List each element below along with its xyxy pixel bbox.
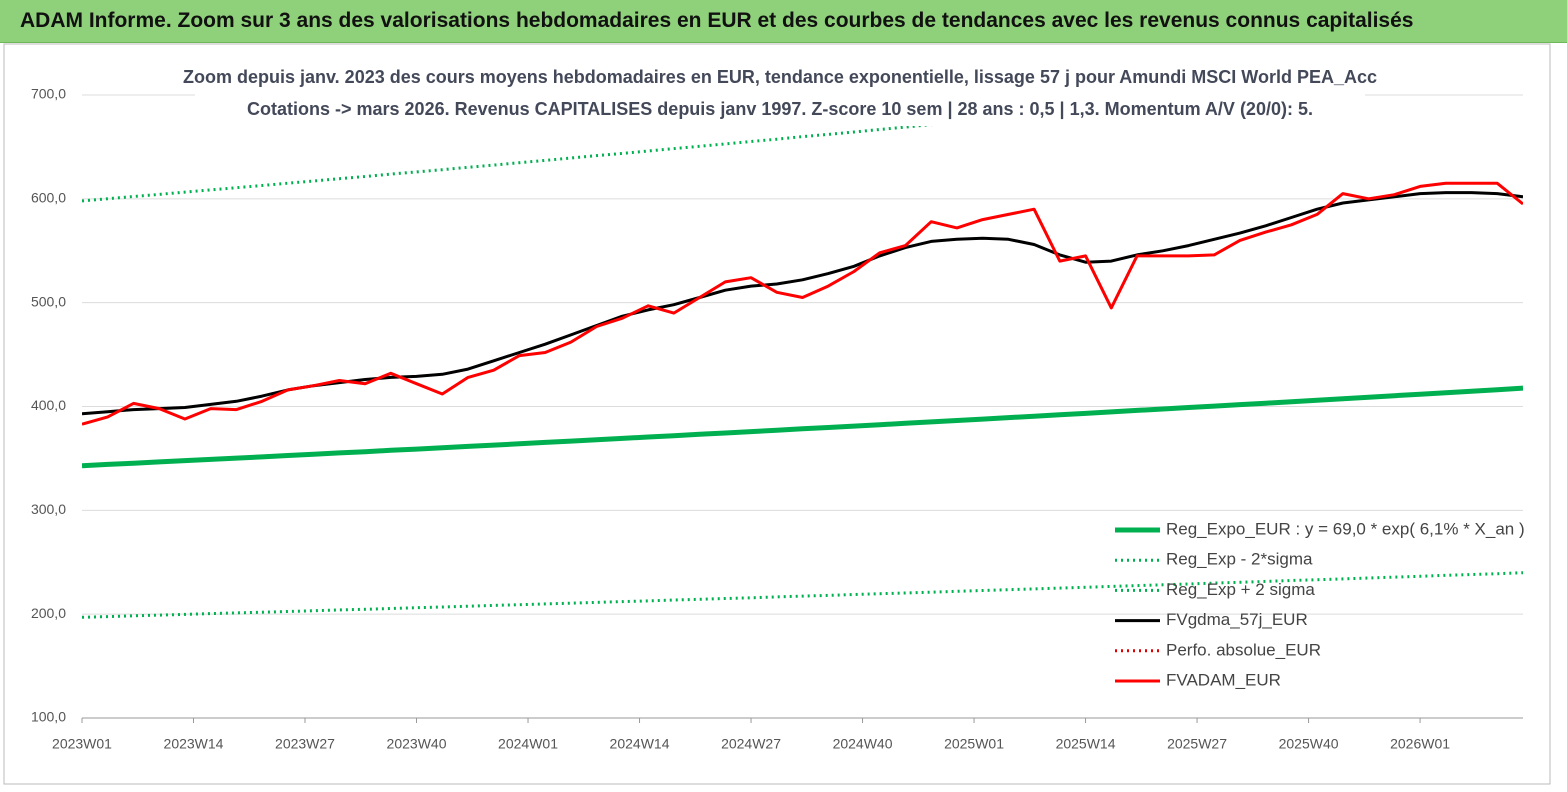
x-tick-label: 2024W27 [721,736,781,752]
x-tick-label: 2025W14 [1056,736,1116,752]
series-line [82,181,1523,426]
x-tick-label: 2025W27 [1167,736,1227,752]
y-tick-label: 200,0 [31,605,66,621]
x-tick-label: 2025W01 [944,736,1004,752]
legend-label: Reg_Expo_EUR : y = 69,0 * exp( 6,1% * X_… [1166,519,1525,538]
legend-label: Perfo. absolue_EUR [1166,640,1321,659]
chart-title: Zoom depuis janv. 2023 des cours moyens … [183,67,1377,87]
chart-subtitle: Cotations -> mars 2026. Revenus CAPITALI… [247,99,1313,119]
series-line [82,95,1251,203]
legend: Reg_Expo_EUR : y = 69,0 * exp( 6,1% * X_… [1115,519,1525,689]
legend-label: Reg_Exp + 2 sigma [1166,580,1315,599]
x-tick-label: 2024W01 [498,736,558,752]
y-tick-label: 300,0 [31,501,66,517]
x-tick-label: 2025W40 [1279,736,1339,752]
chart-border [3,43,1551,785]
header-title: ADAM Informe. Zoom sur 3 ans des valoris… [20,9,1414,32]
x-tick-label: 2026W01 [1390,736,1450,752]
plot [82,95,1523,619]
series-line [82,385,1523,469]
x-tick-label: 2024W14 [610,736,670,752]
x-tick-label: 2024W40 [833,736,893,752]
legend-label: Reg_Exp - 2*sigma [1166,550,1313,569]
x-tick-label: 2023W14 [164,736,224,752]
legend-label: FVADAM_EUR [1166,670,1281,689]
x-tick-label: 2023W40 [387,736,447,752]
y-tick-label: 600,0 [31,190,66,206]
y-tick-label: 700,0 [31,86,66,102]
header: ADAM Informe. Zoom sur 3 ans des valoris… [0,0,1567,43]
y-tick-label: 500,0 [31,293,66,309]
x-tick-label: 2023W27 [275,736,335,752]
series-line [82,571,1523,619]
series-line [82,191,1523,416]
x-tick-label: 2023W01 [52,736,112,752]
y-tick-label: 100,0 [31,709,66,725]
legend-label: FVgdma_57j_EUR [1166,610,1308,629]
title-backdrop [195,62,1365,126]
axes: 100,0 200,0 300,0 400,0 500,0 600,0 700,0 2023W… [31,86,1523,752]
y-tick-label: 400,0 [31,397,66,413]
